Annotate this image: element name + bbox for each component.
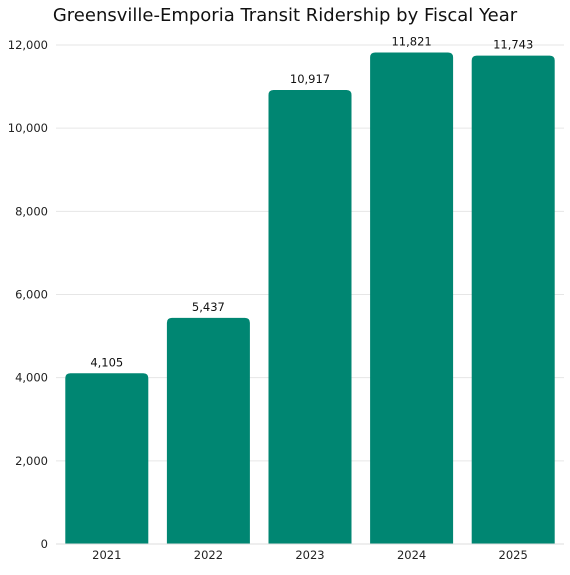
x-tick-label-2025: 2025 [499, 548, 528, 562]
x-axis: 2021 2022 2023 2024 2025 [56, 543, 564, 562]
data-label-2022: 5,437 [192, 300, 225, 314]
y-axis: 0 2,000 4,000 6,000 8,000 10,000 12,000 [8, 38, 48, 551]
bar-2025 [471, 55, 555, 544]
y-tick-label: 10,000 [8, 121, 48, 135]
data-labels: 4,105 5,437 10,917 11,821 11,743 [90, 34, 533, 369]
x-tick-label-2021: 2021 [92, 548, 121, 562]
bar-2023 [268, 90, 352, 544]
data-label-2023: 10,917 [290, 72, 330, 86]
data-label-2024: 11,821 [391, 34, 431, 48]
chart-title: Greensville-Emporia Transit Ridership by… [52, 5, 518, 26]
y-tick-label: 6,000 [15, 288, 48, 302]
y-tick-label: 8,000 [15, 204, 48, 218]
bar-2022 [166, 317, 250, 544]
y-tick-label: 4,000 [15, 371, 48, 385]
bar-2024 [370, 52, 454, 544]
x-tick-label-2023: 2023 [295, 548, 324, 562]
x-tick-label-2022: 2022 [194, 548, 223, 562]
x-tick-label-2024: 2024 [397, 548, 426, 562]
y-tick-label: 12,000 [8, 38, 48, 52]
y-tick-label: 2,000 [15, 454, 48, 468]
data-label-2021: 4,105 [90, 355, 123, 369]
data-label-2025: 11,743 [493, 38, 533, 52]
bars [65, 52, 555, 544]
bar-2021 [65, 373, 149, 544]
y-tick-label: 0 [41, 537, 48, 551]
